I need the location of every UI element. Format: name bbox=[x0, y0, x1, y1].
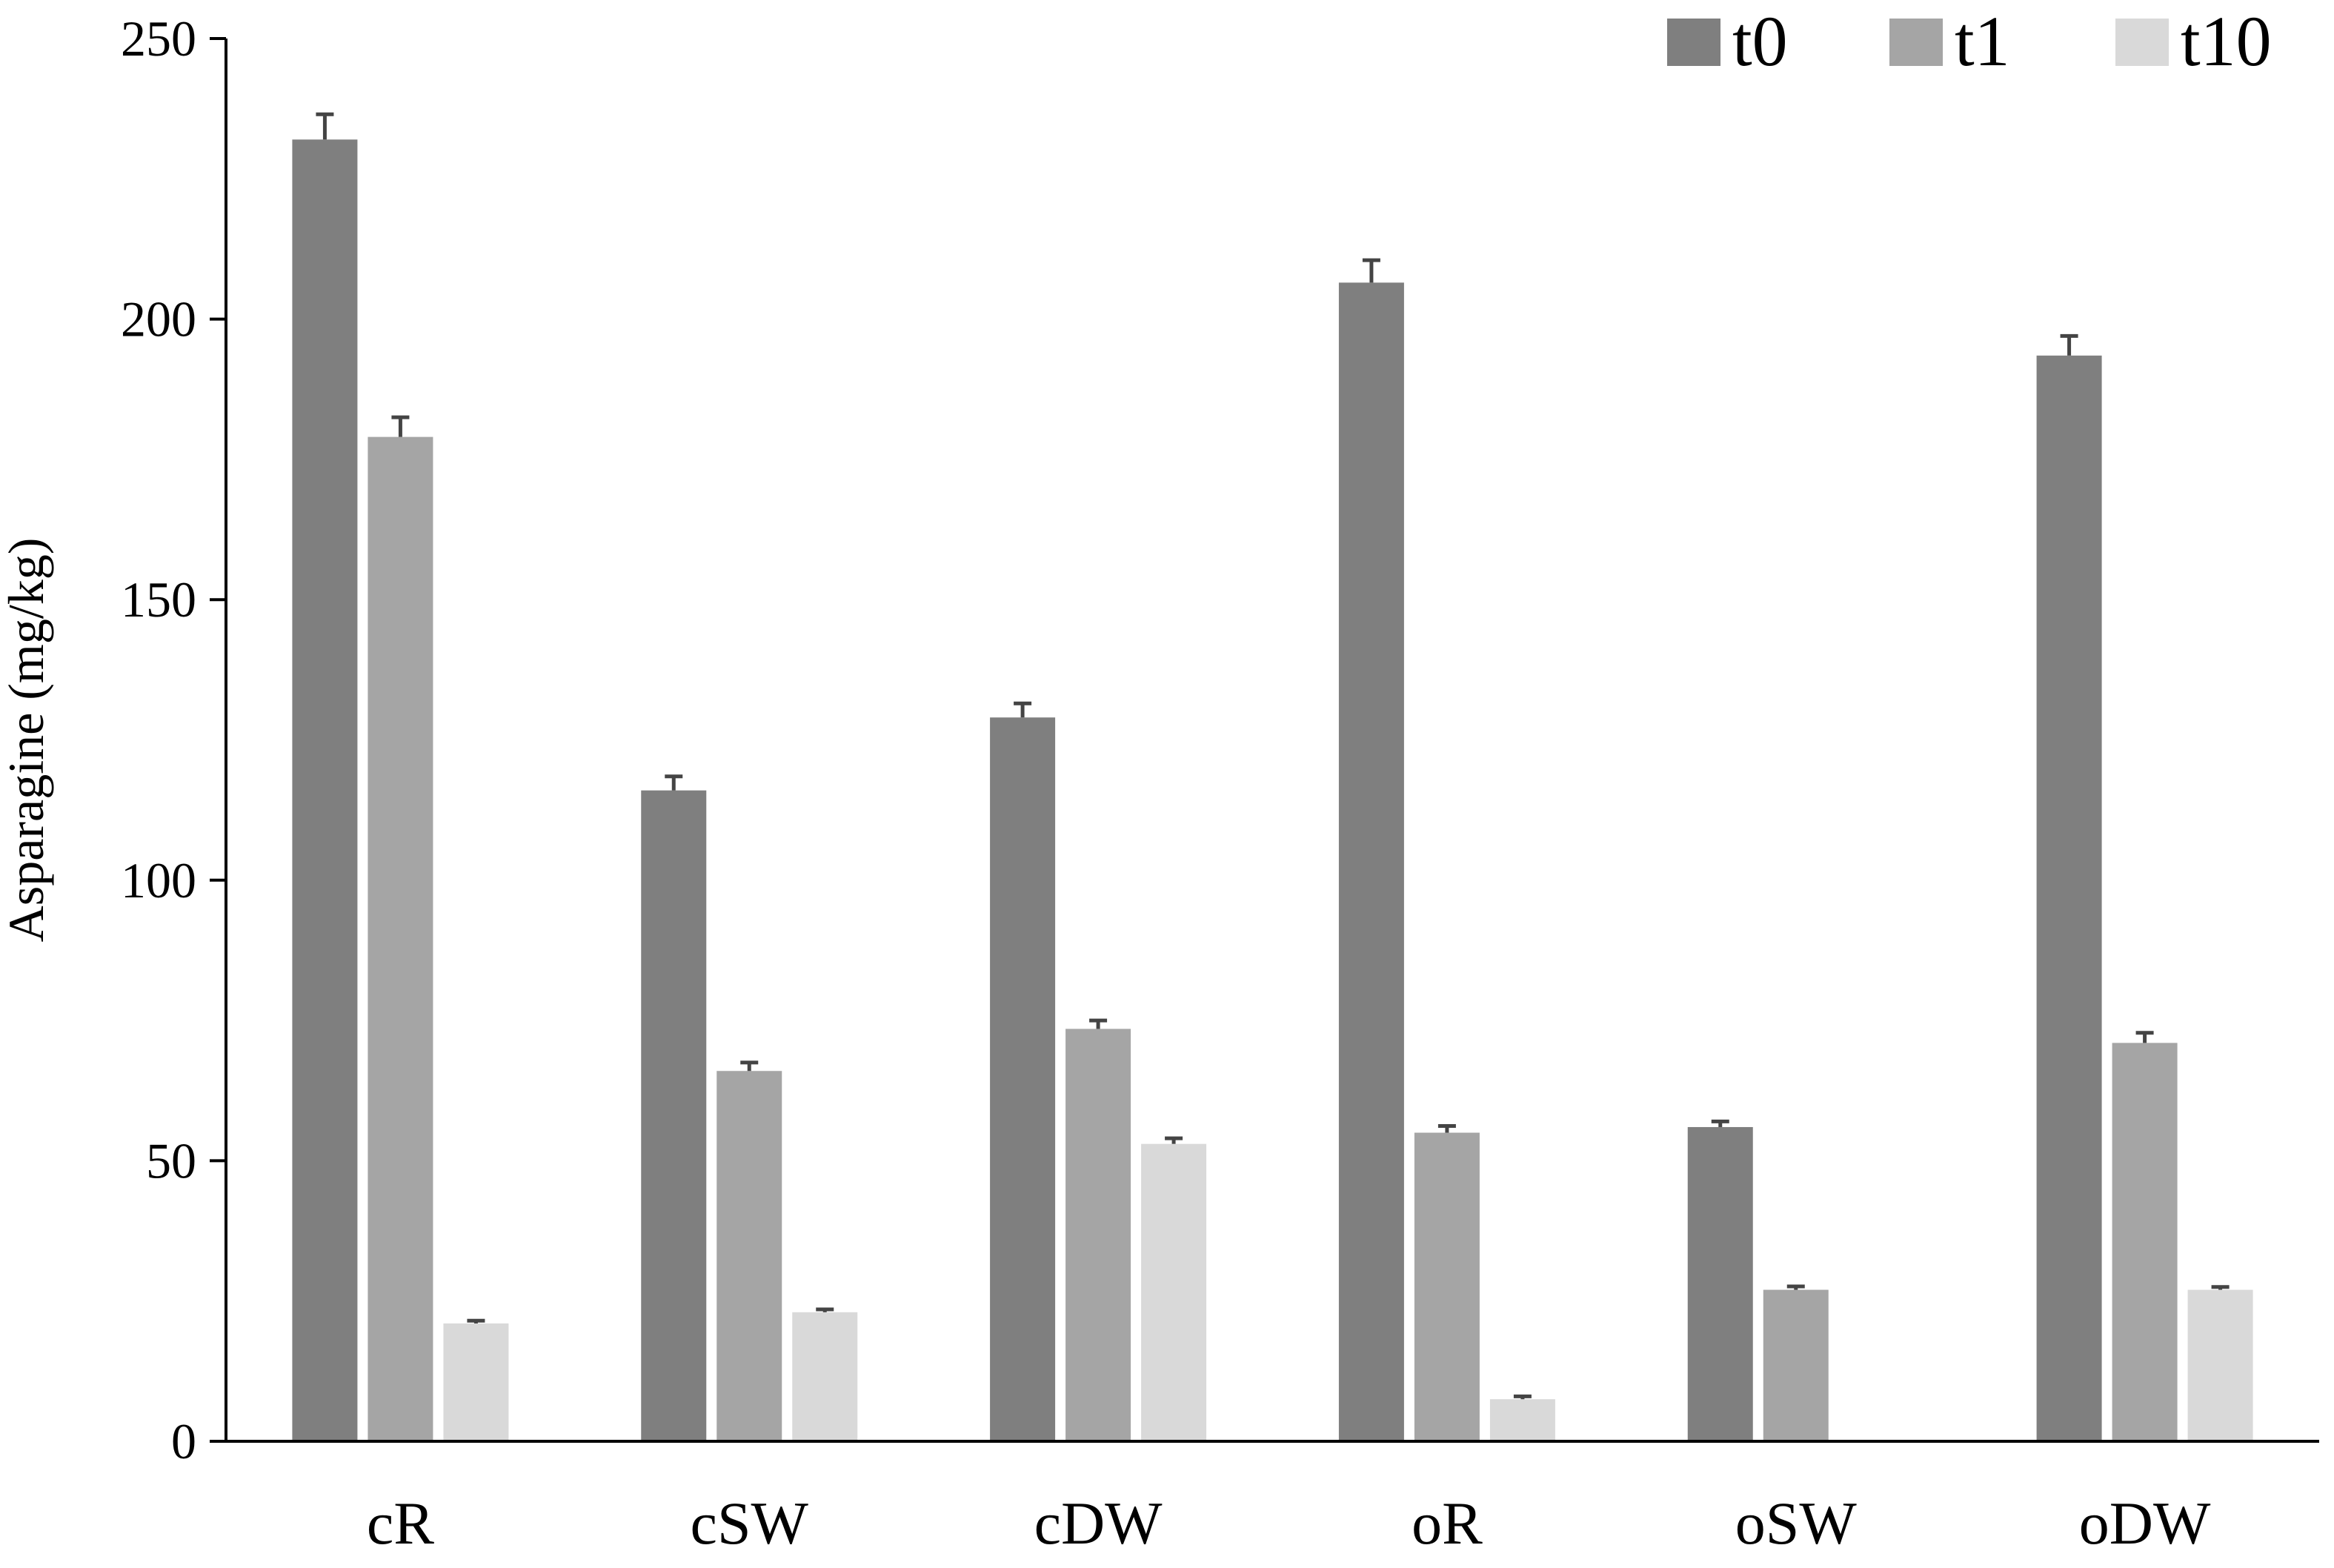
x-tick-label: cDW bbox=[1034, 1489, 1163, 1557]
bar-t0-oDW bbox=[2036, 355, 2102, 1441]
bars bbox=[292, 139, 2253, 1442]
y-tick-label: 0 bbox=[171, 1413, 196, 1469]
bar-t10-oR bbox=[1489, 1399, 1555, 1441]
y-tick-label: 100 bbox=[121, 852, 196, 908]
x-tick-label: oSW bbox=[1735, 1489, 1858, 1557]
x-axis-labels: cR cSW cDW oR oSW oDW bbox=[367, 1489, 2211, 1557]
legend-swatch-t0 bbox=[1667, 19, 1720, 66]
bar-t1-cR bbox=[368, 436, 433, 1441]
bar-t10-cDW bbox=[1141, 1143, 1207, 1441]
y-axis-ticks: 0 50 100 150 200 250 bbox=[121, 10, 226, 1469]
bar-t1-oDW bbox=[2112, 1043, 2178, 1441]
bar-t0-cR bbox=[292, 139, 358, 1441]
bar-t1-oSW bbox=[1763, 1289, 1829, 1441]
bar-t1-cDW bbox=[1065, 1029, 1131, 1441]
bar-t0-cSW bbox=[641, 790, 707, 1441]
y-tick-label: 200 bbox=[121, 291, 196, 348]
legend: t0 t1 t10 bbox=[1667, 1, 2272, 81]
bar-t0-oR bbox=[1338, 282, 1404, 1442]
error-bars bbox=[316, 112, 2230, 1400]
y-tick-label: 250 bbox=[121, 10, 196, 67]
x-tick-label: cR bbox=[367, 1489, 434, 1557]
legend-swatch-t1 bbox=[1889, 19, 1943, 66]
bar-t10-cR bbox=[443, 1323, 509, 1441]
legend-label-t10: t10 bbox=[2181, 1, 2272, 81]
bar-t0-oSW bbox=[1687, 1126, 1753, 1441]
bar-t10-oDW bbox=[2187, 1289, 2253, 1441]
x-tick-label: oDW bbox=[2079, 1489, 2211, 1557]
bar-t10-cSW bbox=[792, 1312, 858, 1441]
y-tick-label: 150 bbox=[121, 571, 196, 628]
x-tick-label: cSW bbox=[691, 1489, 809, 1557]
legend-label-t0: t0 bbox=[1732, 1, 1788, 81]
bar-t1-cSW bbox=[717, 1071, 782, 1441]
legend-label-t1: t1 bbox=[1955, 1, 2010, 81]
y-tick-label: 50 bbox=[146, 1132, 196, 1189]
legend-swatch-t10 bbox=[2115, 19, 2169, 66]
bar-t0-cDW bbox=[990, 717, 1056, 1441]
x-tick-label: oR bbox=[1412, 1489, 1483, 1557]
bar-t1-oR bbox=[1414, 1132, 1480, 1441]
y-axis-title: Asparagine (mg/kg) bbox=[0, 538, 54, 943]
